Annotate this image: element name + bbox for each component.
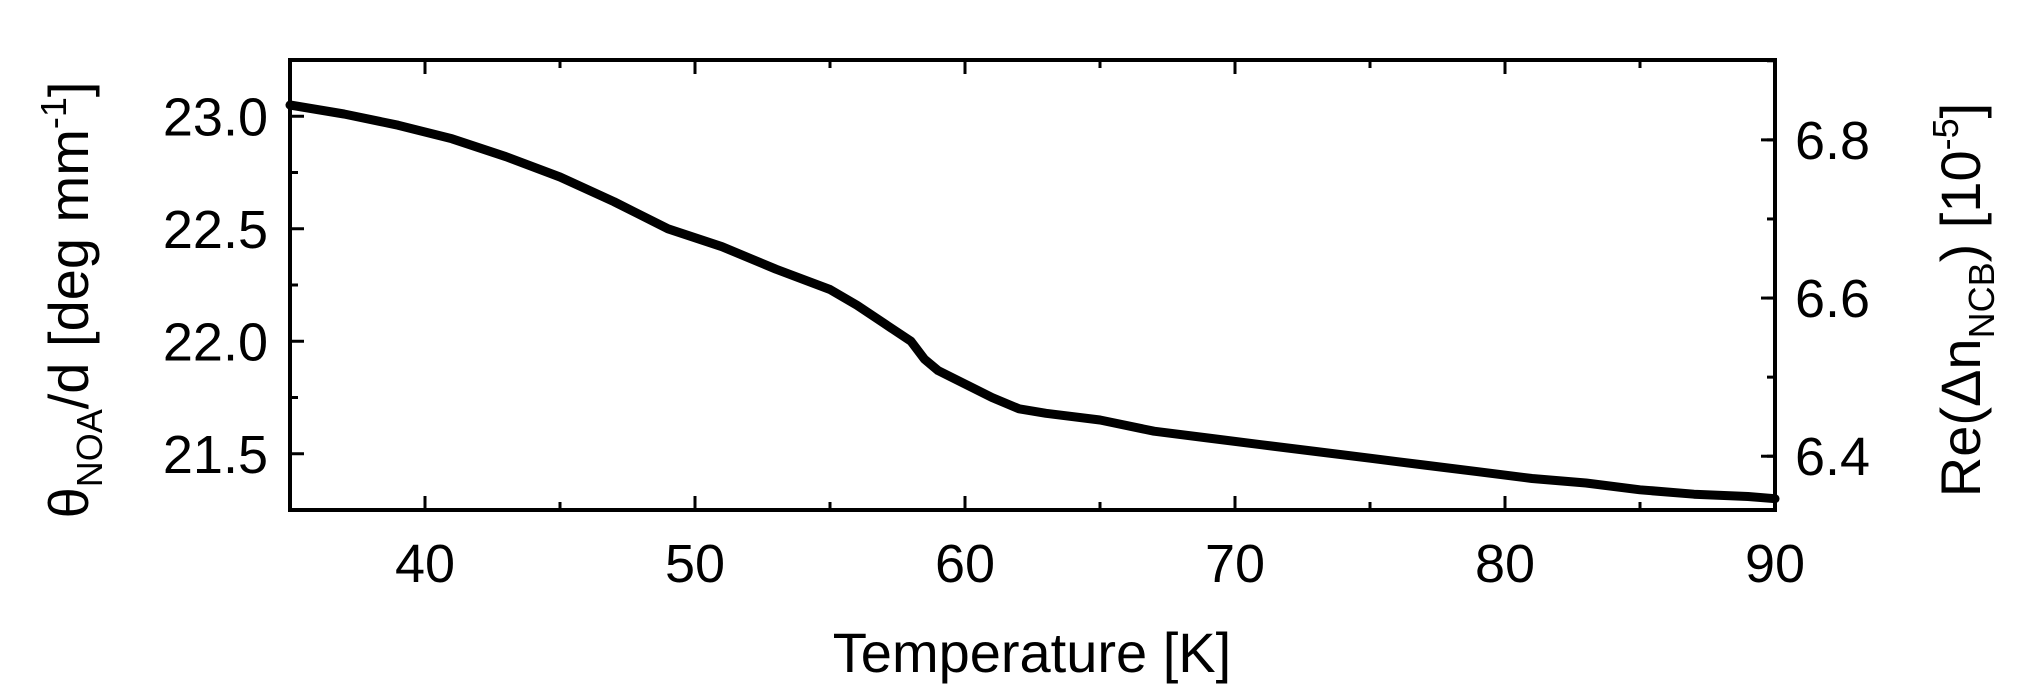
plot-frame xyxy=(288,58,1777,512)
x-tick-label: 50 xyxy=(665,534,725,594)
y-left-tick-label: 23.0 xyxy=(163,87,268,147)
x-tick-label: 40 xyxy=(395,534,455,594)
y-right-tick-label: 6.4 xyxy=(1795,427,1870,487)
x-tick-label: 90 xyxy=(1745,534,1805,594)
y-left-tick-label: 22.0 xyxy=(163,312,268,372)
series-line xyxy=(285,100,1780,504)
y-right-tick-label: 6.6 xyxy=(1795,269,1870,329)
y-left-tick-label: 22.5 xyxy=(163,200,268,260)
x-tick-label: 80 xyxy=(1475,534,1535,594)
y-left-tick-label: 21.5 xyxy=(163,425,268,485)
x-axis-title: Temperature [K] xyxy=(833,621,1231,684)
tick-marks xyxy=(288,58,1777,512)
right-axis-title: Re(ΔnNCB) [10-5] xyxy=(1925,103,2002,497)
x-tick-label: 70 xyxy=(1205,534,1265,594)
y-right-tick-label: 6.8 xyxy=(1795,111,1870,171)
left-axis-title: θNOA/d [deg mm-1] xyxy=(33,82,110,519)
x-tick-label: 60 xyxy=(935,534,995,594)
tick-labels: 40 50 60 70 80 90 21.5 22.0 22.5 23.0 6.4 6.6 6.8 xyxy=(163,87,1870,594)
